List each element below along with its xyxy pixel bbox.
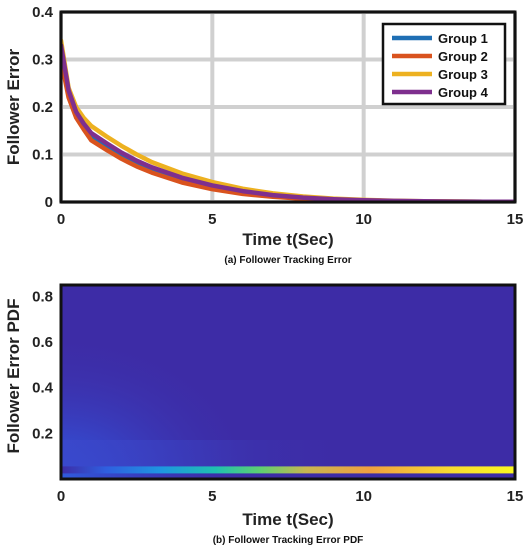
y-axis-label-a: Follower Error	[4, 49, 23, 166]
legend-label-group-4: Group 4	[438, 85, 489, 100]
legend-label-group-2: Group 2	[438, 49, 488, 64]
x-axis-label-a: Time t(Sec)	[242, 230, 333, 249]
caption-b: (b) Follower Tracking Error PDF	[213, 535, 364, 546]
x-tick-label-a: 5	[208, 211, 216, 228]
y-axis-label-b: Follower Error PDF	[4, 299, 23, 454]
legend-label-group-3: Group 3	[438, 67, 488, 82]
x-ticks-b: 0 5 10 15	[57, 488, 524, 505]
y-tick-label-a: 0.4	[32, 4, 54, 21]
x-tick-label-a: 15	[507, 211, 524, 228]
y-tick-label-b: 0.8	[32, 288, 53, 305]
axes-box-b	[59, 283, 517, 481]
x-tick-label-b: 10	[355, 488, 372, 505]
heatmap-ridge	[61, 466, 515, 474]
y-ticks-a: 0 0.1 0.2 0.3 0.4	[32, 4, 54, 211]
caption-a: (a) Follower Tracking Error	[224, 255, 351, 266]
x-tick-label-b: 5	[208, 488, 216, 505]
x-axis-label-b: Time t(Sec)	[242, 510, 333, 529]
x-ticks-a: 0 5 10 15	[57, 211, 524, 228]
legend-label-group-1: Group 1	[438, 31, 488, 46]
heatmap-band	[61, 440, 361, 470]
axes-box-a	[59, 10, 517, 204]
y-tick-label-b: 0.4	[32, 380, 54, 397]
legend: Group 1 Group 2 Group 3 Group 4	[381, 22, 507, 106]
x-tick-label-b: 15	[507, 488, 524, 505]
y-tick-label-a: 0	[45, 194, 53, 211]
x-tick-label-a: 0	[57, 211, 65, 228]
y-tick-label-b: 0.2	[32, 425, 53, 442]
y-ticks-b: 0.2 0.4 0.6 0.8	[32, 288, 54, 442]
y-tick-label-a: 0.2	[32, 99, 53, 116]
x-tick-label-b: 0	[57, 488, 65, 505]
y-tick-label-a: 0.1	[32, 147, 53, 164]
chart-follower-error-pdf: 0.2 0.4 0.6 0.8 0 5 10 15 Time t(Sec) Follower…	[4, 283, 524, 546]
x-tick-label-a: 10	[355, 211, 372, 228]
y-tick-label-b: 0.6	[32, 334, 53, 351]
y-tick-label-a: 0.3	[32, 52, 53, 69]
